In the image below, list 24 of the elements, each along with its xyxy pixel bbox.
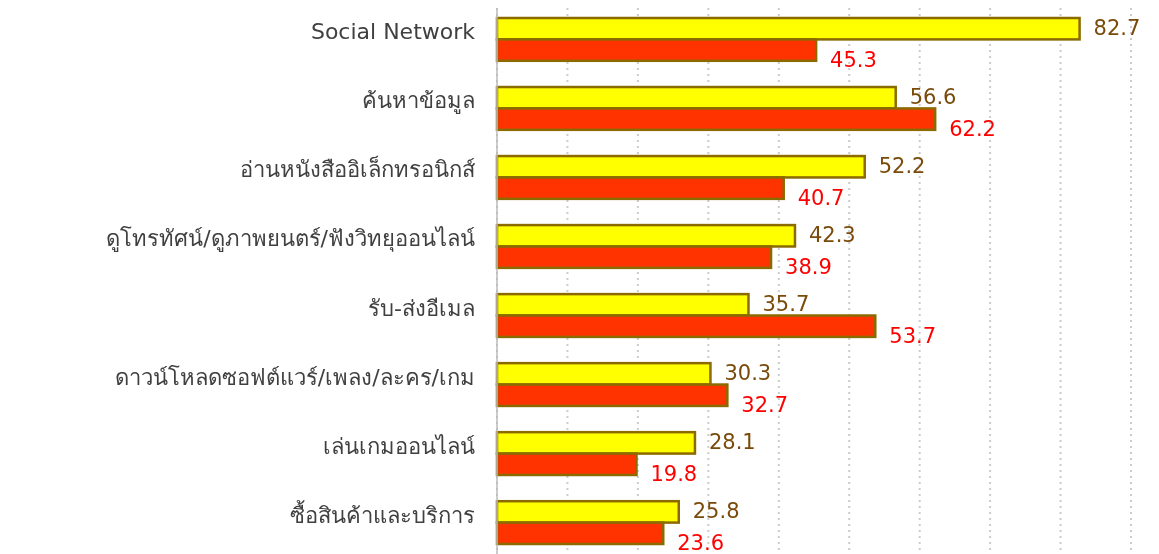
data-label: 32.7 xyxy=(741,392,789,417)
y-tick-label: ค้นหาข้อมูล xyxy=(362,88,475,115)
data-label: 28.1 xyxy=(708,430,756,455)
data-label: 42.3 xyxy=(808,223,856,248)
data-label: 30.3 xyxy=(724,361,772,386)
data-label: 82.7 xyxy=(1093,16,1141,41)
y-tick-label: รับ-ส่งอีเมล xyxy=(368,295,475,321)
y-tick-label: อ่านหนังสืออิเล็กทรอนิกส์ xyxy=(240,155,476,183)
y-tick-label: ซื้อสินค้าและบริการ xyxy=(290,499,475,528)
data-label: 19.8 xyxy=(650,461,698,486)
data-label: 40.7 xyxy=(797,185,845,210)
y-tick-label: Social Network xyxy=(310,19,476,45)
data-label: 45.3 xyxy=(830,47,877,72)
data-label: 35.7 xyxy=(762,292,810,317)
data-label: 62.2 xyxy=(949,116,996,141)
data-label: 52.2 xyxy=(878,154,926,179)
data-label: 56.6 xyxy=(909,85,957,110)
y-tick-label: ดาวน์โหลดซอฟต์แวร์/เพลง/ละคร/เกม xyxy=(114,364,475,390)
data-label: 53.7 xyxy=(889,323,937,348)
y-tick-label: ดูโทรทัศน์/ดูภาพยนตร์/ฟังวิทยุออนไลน์ xyxy=(106,226,475,253)
y-tick-label: เล่นเกมออนไลน์ xyxy=(323,433,475,459)
data-label: 38.9 xyxy=(785,254,832,279)
data-label: 23.6 xyxy=(677,531,725,554)
data-label: 25.8 xyxy=(692,499,740,524)
